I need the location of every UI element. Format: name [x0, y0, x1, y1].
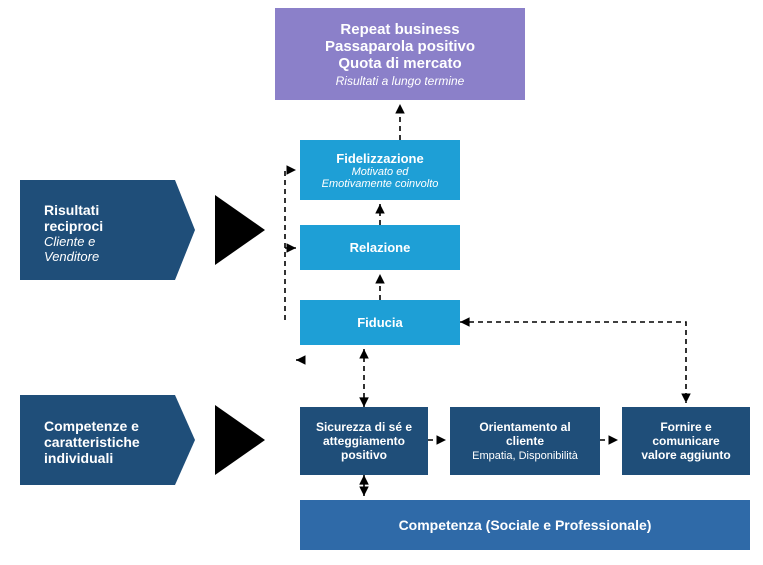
- fiducia-box: Fiducia: [300, 300, 460, 345]
- competenze-t1: Competenze e: [44, 418, 140, 434]
- competenze-label: Competenze e caratteristiche individuali: [30, 406, 154, 478]
- sicurezza-l1: Sicurezza di sé e: [316, 420, 412, 434]
- risultati-s2: Venditore: [44, 249, 103, 264]
- orientamento-sub: Empatia, Disponibilità: [472, 450, 578, 462]
- competenza-bar: Competenza (Sociale e Professionale): [300, 500, 750, 550]
- risultati-s1: Cliente e: [44, 234, 103, 249]
- risultati-t2: reciproci: [44, 218, 103, 234]
- relazione-title: Relazione: [350, 240, 411, 255]
- arrow-a4: [285, 170, 296, 320]
- orientamento-l2: cliente: [506, 434, 544, 448]
- top-outcomes-box: Repeat business Passaparola positivo Quo…: [275, 8, 525, 100]
- risultati-t1: Risultati: [44, 202, 103, 218]
- orientamento-l1: Orientamento al: [479, 420, 570, 434]
- fiducia-title: Fiducia: [357, 315, 403, 330]
- fornire-l3: valore aggiunto: [641, 448, 730, 462]
- risultati-triangle-icon: [215, 195, 265, 265]
- fornire-l2: comunicare: [652, 434, 719, 448]
- fornire-box: Fornire e comunicare valore aggiunto: [622, 407, 750, 475]
- orientamento-box: Orientamento al cliente Empatia, Disponi…: [450, 407, 600, 475]
- sicurezza-l3: positivo: [341, 448, 387, 462]
- competenze-t2: caratteristiche: [44, 434, 140, 450]
- top-line1: Repeat business: [340, 21, 459, 38]
- fidelizzazione-box: Fidelizzazione Motivato ed Emotivamente …: [300, 140, 460, 200]
- top-sub: Risultati a lungo termine: [336, 74, 465, 88]
- sicurezza-box: Sicurezza di sé e atteggiamento positivo: [300, 407, 428, 475]
- competenza-title: Competenza (Sociale e Professionale): [399, 517, 652, 533]
- fidelizzazione-title: Fidelizzazione: [336, 151, 423, 166]
- fornire-l1: Fornire e: [660, 420, 711, 434]
- risultati-label: Risultati reciproci Cliente e Venditore: [30, 190, 117, 276]
- fidelizzazione-sub2: Emotivamente coinvolto: [322, 178, 439, 190]
- top-line3: Quota di mercato: [338, 55, 461, 72]
- arrow-a7: [460, 322, 686, 403]
- competenze-triangle-icon: [215, 405, 265, 475]
- top-line2: Passaparola positivo: [325, 38, 475, 55]
- fidelizzazione-sub1: Motivato ed: [352, 166, 409, 178]
- relazione-box: Relazione: [300, 225, 460, 270]
- competenze-t3: individuali: [44, 450, 140, 466]
- sicurezza-l2: atteggiamento: [323, 434, 405, 448]
